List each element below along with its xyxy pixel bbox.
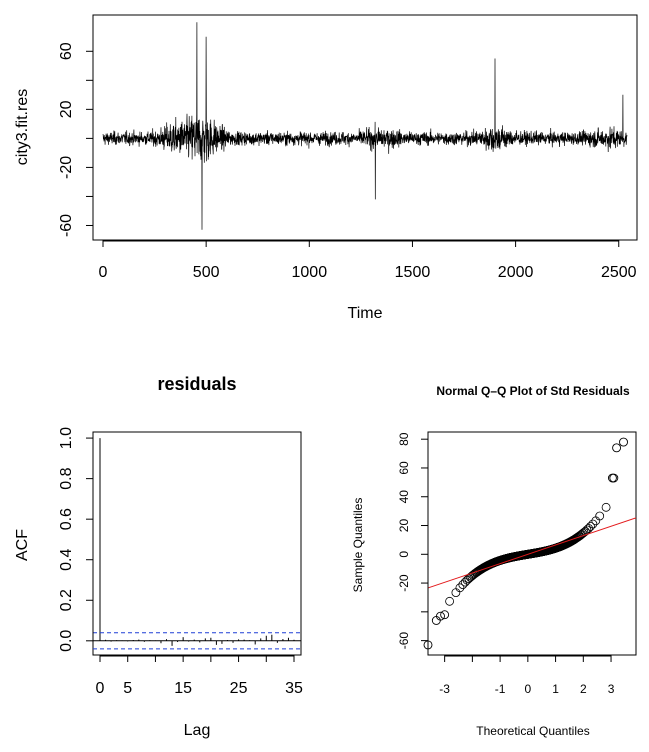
- y-tick-label: 1.0: [58, 427, 75, 449]
- x-tick-label: 1000: [292, 264, 328, 281]
- acf-x-label: Lag: [184, 722, 211, 739]
- qq-point: [445, 596, 455, 606]
- timeseries-residual-line: [102, 22, 628, 230]
- y-tick-label: 40: [397, 490, 411, 504]
- y-tick-label: 0.8: [58, 467, 75, 489]
- timeseries-plot-box: [92, 14, 638, 241]
- y-tick-label: 60: [397, 461, 411, 475]
- qq-panel: Normal Q–Q Plot of Std Residuals -3 -1 0 1 2…: [351, 384, 637, 738]
- qq-y-label: Sample Quantiles: [351, 498, 365, 593]
- qq-title: Normal Q–Q Plot of Std Residuals: [436, 384, 630, 398]
- y-tick-label: 80: [397, 432, 411, 446]
- timeseries-x-label: Time: [348, 305, 383, 322]
- qq-point: [612, 443, 622, 453]
- y-tick-label: -20: [58, 156, 75, 179]
- y-tick-label: 0.4: [58, 548, 75, 570]
- acf-title: residuals: [157, 374, 236, 394]
- y-tick-label: 0.0: [58, 630, 75, 652]
- x-tick-label: 0: [524, 682, 531, 696]
- qq-point: [619, 437, 628, 447]
- qq-plot-box: [427, 431, 637, 656]
- qq-point: [436, 611, 445, 621]
- qq-point: [595, 511, 605, 521]
- y-tick-label: 0.2: [58, 589, 75, 611]
- acf-plot-box: [92, 431, 302, 656]
- x-tick-label: 1500: [395, 264, 431, 281]
- acf-y-axis: 0.0 0.2 0.4 0.6 0.8 1.0: [58, 427, 94, 652]
- x-tick-label: 2500: [601, 264, 637, 281]
- timeseries-x-axis: 0 500 1000 1500 2000 2500: [99, 240, 637, 281]
- qq-point: [588, 519, 598, 529]
- y-tick-label: -60: [397, 632, 411, 650]
- x-tick-label: 2: [580, 682, 587, 696]
- timeseries-y-label: city3.fit.res: [14, 89, 31, 165]
- qq-reference-line: [427, 517, 637, 589]
- qq-points: [423, 437, 628, 650]
- y-tick-label: -20: [397, 574, 411, 592]
- x-tick-label: 500: [193, 264, 220, 281]
- qq-point: [455, 583, 465, 593]
- x-tick-label: 25: [230, 680, 248, 697]
- acf-panel: residuals 0 5 15 25 35 0.0 0.2 0.4 0.6 0.8 1.0 La…: [14, 374, 303, 739]
- qq-point: [440, 610, 450, 620]
- acf-x-axis: 0 5 15 25 35: [96, 655, 303, 697]
- qq-point: [451, 588, 461, 597]
- x-tick-label: 15: [174, 680, 192, 697]
- qq-point: [609, 473, 619, 483]
- y-tick-label: -60: [58, 214, 75, 237]
- acf-bars: [99, 438, 295, 646]
- qq-y-axis: 80 60 40 20 0 -20 -60: [397, 432, 429, 650]
- qq-point: [586, 522, 595, 531]
- qq-x-label: Theoretical Quantiles: [476, 724, 589, 738]
- y-tick-label: 60: [58, 42, 75, 60]
- x-tick-label: -1: [495, 682, 506, 696]
- y-tick-label: 0.6: [58, 508, 75, 530]
- x-tick-label: 1: [552, 682, 559, 696]
- y-tick-label: 20: [58, 100, 75, 118]
- x-tick-label: -3: [439, 682, 450, 696]
- x-tick-label: 0: [99, 264, 108, 281]
- timeseries-panel: 0 500 1000 1500 2000 2500 60 20 -20 -60 Time cit…: [14, 14, 638, 322]
- x-tick-label: 0: [96, 680, 105, 697]
- y-tick-label: 20: [397, 519, 411, 533]
- y-tick-label: 0: [397, 551, 411, 558]
- x-tick-label: 2000: [498, 264, 534, 281]
- timeseries-y-axis: 60 20 -20 -60: [58, 42, 94, 237]
- x-tick-label: 3: [608, 682, 615, 696]
- acf-y-label: ACF: [14, 529, 31, 561]
- x-tick-label: 5: [123, 680, 132, 697]
- qq-x-axis: -3 -1 0 1 2 3: [439, 655, 615, 696]
- qq-point: [601, 502, 611, 512]
- x-tick-label: 35: [285, 680, 303, 697]
